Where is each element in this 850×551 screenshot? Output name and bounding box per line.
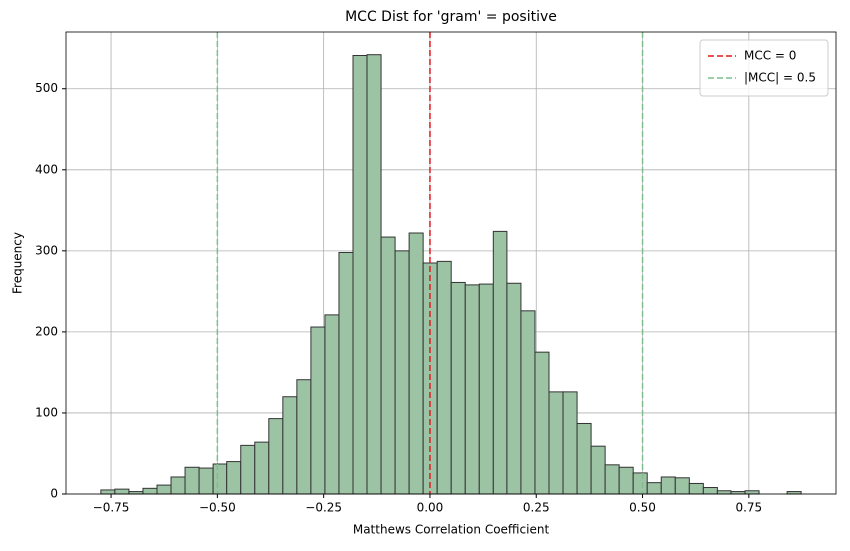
bar xyxy=(646,482,662,495)
bar xyxy=(548,391,564,495)
x-tick-label: 0.25 xyxy=(523,501,550,515)
x-tick-label: 0.50 xyxy=(629,501,656,515)
y-tick-label: 300 xyxy=(35,243,58,257)
legend-label: MCC = 0 xyxy=(744,49,796,63)
bar xyxy=(436,260,452,495)
bar xyxy=(478,283,494,495)
bar xyxy=(212,463,228,495)
bar xyxy=(660,476,676,495)
bar xyxy=(156,484,172,495)
bar xyxy=(142,487,158,495)
bar xyxy=(100,489,116,495)
bar xyxy=(604,464,620,495)
bar xyxy=(380,236,396,495)
bar xyxy=(576,422,592,495)
bar xyxy=(170,476,186,495)
bar xyxy=(338,251,354,495)
bar xyxy=(562,391,578,495)
x-axis-label: Matthews Correlation Coefficient xyxy=(353,523,550,537)
bar xyxy=(534,351,550,495)
bar xyxy=(506,282,522,495)
bar xyxy=(366,54,382,495)
x-tick-label: −0.75 xyxy=(93,501,130,515)
bar xyxy=(632,472,648,495)
legend-box xyxy=(699,39,829,97)
y-tick-label: 200 xyxy=(35,324,58,338)
bar xyxy=(282,396,298,495)
bar xyxy=(408,232,424,495)
x-tick-label: −0.50 xyxy=(199,501,236,515)
bar xyxy=(716,490,732,495)
y-axis-label: Frequency xyxy=(11,232,25,294)
bar xyxy=(268,418,284,495)
bar xyxy=(744,490,760,495)
bar xyxy=(240,444,256,495)
bar xyxy=(394,250,410,495)
y-tick-label: 500 xyxy=(35,81,58,95)
bar xyxy=(464,284,480,495)
x-tick-label: −0.25 xyxy=(305,501,342,515)
bar xyxy=(674,477,690,495)
bar xyxy=(492,230,508,495)
bar xyxy=(226,461,242,495)
bar xyxy=(114,488,130,495)
y-tick-label: 400 xyxy=(35,162,58,176)
bar xyxy=(324,314,340,495)
bar xyxy=(184,466,200,495)
chart-title: MCC Dist for 'gram' = positive xyxy=(345,9,557,25)
bar xyxy=(618,466,634,495)
bar xyxy=(198,467,214,495)
bar xyxy=(352,55,368,495)
bar xyxy=(310,326,326,495)
bar xyxy=(450,281,466,495)
plot-frame xyxy=(65,31,837,495)
bar xyxy=(296,379,312,495)
bar xyxy=(688,482,704,495)
bar xyxy=(254,441,270,495)
x-tick-label: 0.00 xyxy=(417,501,444,515)
bar xyxy=(702,487,718,495)
x-tick-label: 0.75 xyxy=(735,501,762,515)
y-tick-label: 100 xyxy=(35,405,58,419)
bar xyxy=(520,310,536,495)
legend-label: |MCC| = 0.5 xyxy=(744,71,816,85)
bar xyxy=(590,445,606,495)
y-tick-label: 0 xyxy=(50,487,58,501)
